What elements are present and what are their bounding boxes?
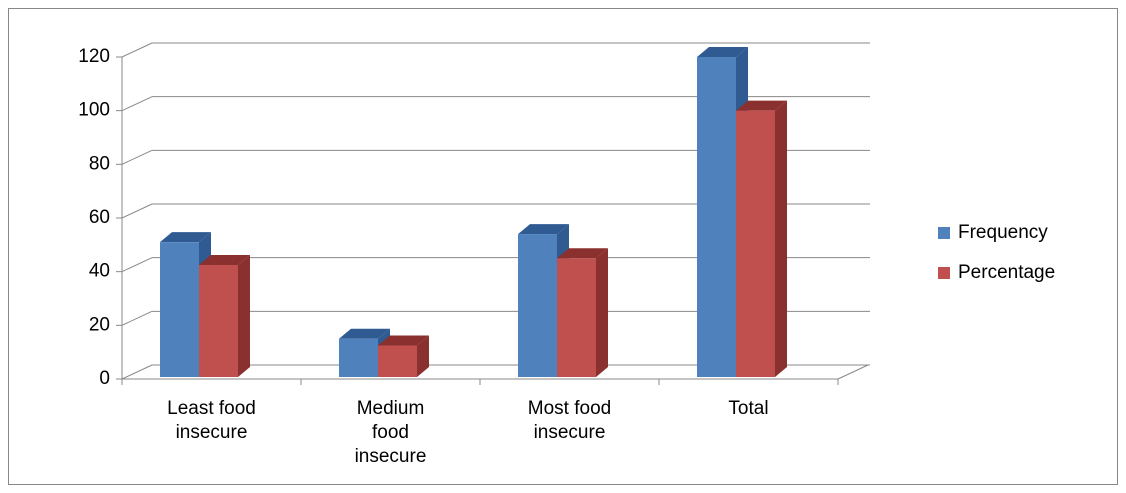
- bar-front: [557, 258, 596, 377]
- grid-line: [121, 149, 153, 165]
- legend-swatch: [938, 227, 950, 239]
- y-tick-label: 80: [89, 153, 110, 174]
- legend-label: Frequency: [958, 222, 1048, 243]
- bar-top: [160, 232, 211, 243]
- bar-top: [518, 224, 569, 235]
- bar-top: [339, 328, 390, 339]
- y-tick-label: 100: [78, 100, 110, 121]
- legend-swatch: [938, 267, 950, 279]
- bar: [378, 335, 429, 377]
- grid-line: [121, 310, 153, 326]
- bar-front: [736, 110, 775, 378]
- x-tick-label: Medium food insecure: [354, 398, 427, 467]
- grid-line: [121, 42, 153, 58]
- bar-top: [378, 335, 429, 346]
- bar-front: [339, 338, 378, 377]
- bar-front: [160, 242, 199, 377]
- bar-top: [736, 100, 787, 111]
- bar-side: [238, 254, 250, 377]
- x-tick-label: Most food insecure: [527, 398, 612, 443]
- bar-top: [557, 248, 608, 259]
- bar: [736, 100, 787, 378]
- y-tick-label: 40: [89, 261, 110, 282]
- x-tick-label: Least food insecure: [167, 398, 256, 443]
- bar-front: [518, 234, 557, 377]
- legend-label: Percentage: [958, 262, 1055, 283]
- grid-line: [121, 96, 153, 112]
- bar-top: [697, 47, 748, 57]
- y-tick-label: 0: [99, 368, 110, 389]
- bar-front: [697, 57, 736, 377]
- y-tick-label: 60: [89, 207, 110, 228]
- grid-line: [121, 364, 153, 380]
- bar-top: [199, 254, 250, 265]
- y-tick-label: 20: [89, 314, 110, 335]
- x-tick-label: Total: [728, 398, 769, 419]
- bar-front: [199, 264, 238, 377]
- floor-line: [837, 364, 869, 380]
- grid-line: [121, 203, 153, 219]
- bar-side: [417, 335, 429, 377]
- bar: [199, 254, 250, 377]
- bar-side: [596, 248, 608, 377]
- bar: [557, 248, 608, 377]
- y-tick-label: 120: [78, 46, 110, 67]
- bar-front: [378, 345, 417, 377]
- bar-side: [775, 100, 787, 378]
- grid-line: [121, 257, 153, 273]
